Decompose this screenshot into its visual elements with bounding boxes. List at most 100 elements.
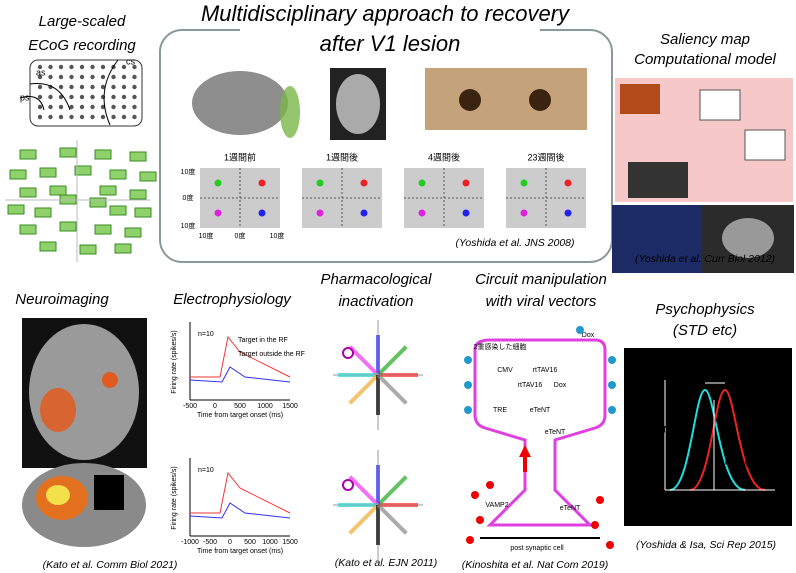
electrode: [132, 84, 137, 90]
time-label: 4週間後: [428, 151, 460, 162]
electrode: [69, 74, 74, 80]
electrode: [58, 94, 64, 100]
citation: (Kato et al. Comm Biol 2021): [43, 559, 178, 571]
circuit-label: 2重感染した細胞: [474, 342, 527, 351]
n-label: n=10: [198, 331, 214, 338]
rf-box: [89, 197, 107, 208]
trajectory-plots: [333, 320, 423, 560]
target: [342, 347, 354, 359]
rf-box: [74, 165, 92, 176]
electrode: [132, 114, 137, 120]
endpoints: [258, 179, 266, 187]
electrode: [132, 64, 137, 70]
electrode: [90, 94, 95, 100]
sulcus-label: ps: [20, 92, 30, 102]
circuit-label: eTeNT: [530, 407, 551, 414]
panel-title: (STD etc): [673, 322, 737, 339]
rf-box: [49, 185, 67, 196]
rf-box: [34, 207, 52, 218]
rf-box: [109, 169, 127, 180]
electrode: [37, 104, 43, 110]
signal-curve: [689, 388, 766, 491]
electrode: [79, 74, 85, 80]
endpoints: [520, 179, 528, 187]
electrode: [90, 84, 95, 90]
x-label: Time from target onset (ms): [197, 412, 283, 419]
rf-box: [129, 189, 147, 200]
electrode: [48, 104, 53, 110]
virus: [464, 381, 472, 389]
box: [699, 89, 741, 121]
electrode: [69, 84, 74, 90]
sulcus-label: as: [36, 67, 46, 77]
rf-box: [129, 151, 147, 162]
noise-curve: [669, 388, 746, 491]
virus: [608, 356, 616, 364]
x-tick: 500: [244, 539, 256, 546]
trajectory: [376, 503, 408, 535]
lesion: [280, 86, 300, 138]
electrode: [121, 94, 127, 100]
endpoints: [316, 209, 324, 217]
endpoints: [564, 179, 572, 187]
psth: [189, 366, 291, 383]
x-tick: 1000: [262, 539, 278, 546]
electrode: [111, 74, 116, 80]
toxin: [606, 541, 614, 549]
panel-title: Psychophysics: [655, 301, 755, 318]
panel-title: inactivation: [338, 293, 413, 310]
electrode: [79, 94, 85, 100]
electrode: [132, 94, 137, 100]
psth: [190, 335, 291, 378]
rf-box: [9, 169, 27, 180]
electrode: [79, 114, 85, 120]
endpoints: [564, 209, 572, 217]
electrode: [58, 64, 64, 70]
endpoints: [360, 179, 368, 187]
trajectory: [376, 475, 408, 507]
x-tick: -500: [183, 403, 197, 410]
x-tick: 1500: [282, 539, 298, 546]
cell: [473, 338, 607, 527]
circuit-label: TRE: [493, 407, 507, 414]
toxin: [591, 521, 599, 529]
psth: [190, 471, 291, 514]
activation: [102, 372, 118, 388]
electrode: [48, 94, 53, 100]
sdt-label: Noise: [663, 424, 686, 434]
rf-box: [59, 221, 77, 232]
circuit-label: rtTAV16: [533, 367, 558, 374]
electrode: [100, 114, 106, 120]
electrode: [79, 84, 85, 90]
sdt-labels: Sensitivity (d') Noise Signal Bias (λ) Proba…: [639, 364, 772, 521]
electrode: [69, 104, 74, 110]
time-label: 23週間後: [527, 151, 564, 162]
x-tick: 0: [701, 497, 706, 507]
circuit-label: eTeNT: [545, 429, 566, 436]
n-label: n=10: [198, 467, 214, 474]
electrode: [79, 64, 85, 70]
activation: [46, 485, 70, 505]
rf-box: [94, 224, 112, 235]
activation: [40, 388, 76, 432]
electrode: [121, 84, 127, 90]
time-label: 1週間後: [326, 151, 358, 162]
sdt-label: Signal: [747, 424, 772, 434]
y-label: Firing rate (spikes/s): [171, 330, 178, 393]
endpoints: [214, 179, 222, 187]
electrode: [58, 114, 64, 120]
electrode: [69, 64, 74, 70]
legend: Target in the RF: [238, 337, 288, 344]
electrode: [121, 64, 127, 70]
panel-title: Neuroimaging: [15, 291, 109, 308]
electrode: [111, 104, 116, 110]
citation: (Yoshida et al. Curr Biol 2012): [635, 253, 775, 265]
eye: [459, 89, 481, 111]
psth-plots: n=10 Firing rate (spikes/s) Time from targ…: [171, 322, 305, 555]
trajectory: [348, 475, 380, 507]
panel-title: Electrophysiology: [173, 291, 292, 308]
virus: [464, 356, 472, 364]
endpoints: [214, 209, 222, 217]
